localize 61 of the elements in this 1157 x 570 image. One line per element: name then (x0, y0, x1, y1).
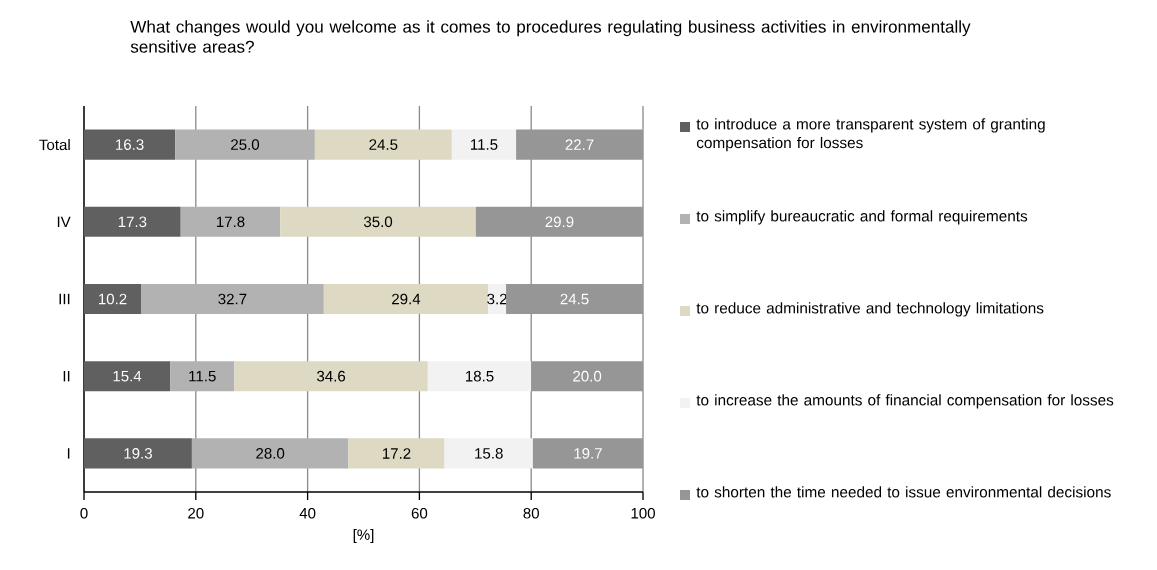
bar (323, 283, 489, 315)
data-label: 25.0 (231, 139, 260, 150)
bar (84, 129, 176, 160)
y-tick-label: II (63, 371, 70, 382)
y-tick-label: III (59, 293, 70, 305)
data-label: 17.2 (382, 448, 411, 459)
legend-label: to simplify bureaucratic and formal requirements (696, 210, 1028, 225)
data-label: 34.6 (316, 370, 346, 382)
data-label: 29.4 (392, 293, 421, 305)
bar (314, 129, 452, 160)
bar (280, 206, 476, 237)
data-label: 20.0 (573, 370, 602, 382)
bar (427, 361, 532, 392)
x-tick-label: 40 (299, 507, 316, 519)
data-label: 17.3 (118, 216, 147, 228)
legend-label: to shorten the time needed to issue environmental decisions (696, 486, 1111, 498)
data-label: 22.7 (565, 139, 594, 150)
y-tick-label: Total (39, 139, 70, 151)
data-label: 24.5 (560, 293, 589, 305)
x-tick-label: 60 (411, 507, 428, 519)
x-tick-label: 80 (523, 507, 539, 519)
data-label: 19.7 (574, 448, 602, 459)
bar (84, 361, 171, 392)
legend-label: to increase the amounts of financial compensation for losses (696, 394, 1114, 409)
legend-label: to introduce a more transparent system of granting compensation for losses (696, 118, 1045, 152)
x-tick-label: 20 (188, 507, 204, 519)
bar (234, 361, 428, 392)
data-label: 19.3 (124, 448, 152, 459)
data-label: 17.8 (216, 216, 245, 228)
data-label: 24.5 (369, 139, 398, 150)
data-label: 29.9 (545, 216, 574, 228)
data-label: 35.0 (363, 216, 393, 228)
data-label: 3.2 (487, 293, 507, 305)
y-tick-label: I (67, 448, 70, 459)
legend-label: to reduce administrative and technology limitations (696, 302, 1044, 317)
bar (180, 206, 281, 237)
bar (191, 438, 349, 469)
data-label: 15.8 (475, 448, 503, 459)
data-label: 18.5 (465, 370, 494, 382)
data-label: 11.5 (471, 139, 498, 150)
data-label: 28.0 (256, 448, 285, 459)
data-label: 10.2 (99, 293, 127, 305)
y-tick-label: IV (57, 216, 71, 227)
bar (444, 438, 533, 469)
bar (141, 283, 324, 315)
bar (348, 438, 445, 469)
x-tick-label: 100 (631, 507, 655, 519)
bar (451, 129, 517, 160)
bar (84, 283, 142, 315)
bar (84, 206, 181, 237)
data-label: 15.4 (113, 370, 142, 382)
bar (175, 129, 315, 160)
chart-title: What changes would you welcome as it comes to procedures regulating business activities in environmentally sensitive areas? (130, 20, 971, 53)
data-label: 16.3 (116, 139, 144, 150)
data-label: 11.5 (189, 370, 216, 382)
x-tick-label: 0 (80, 507, 88, 519)
x-axis-title: [%] (353, 528, 374, 543)
bar (170, 361, 235, 392)
bar (84, 438, 192, 469)
bar (488, 283, 507, 315)
data-label: 32.7 (218, 293, 247, 305)
